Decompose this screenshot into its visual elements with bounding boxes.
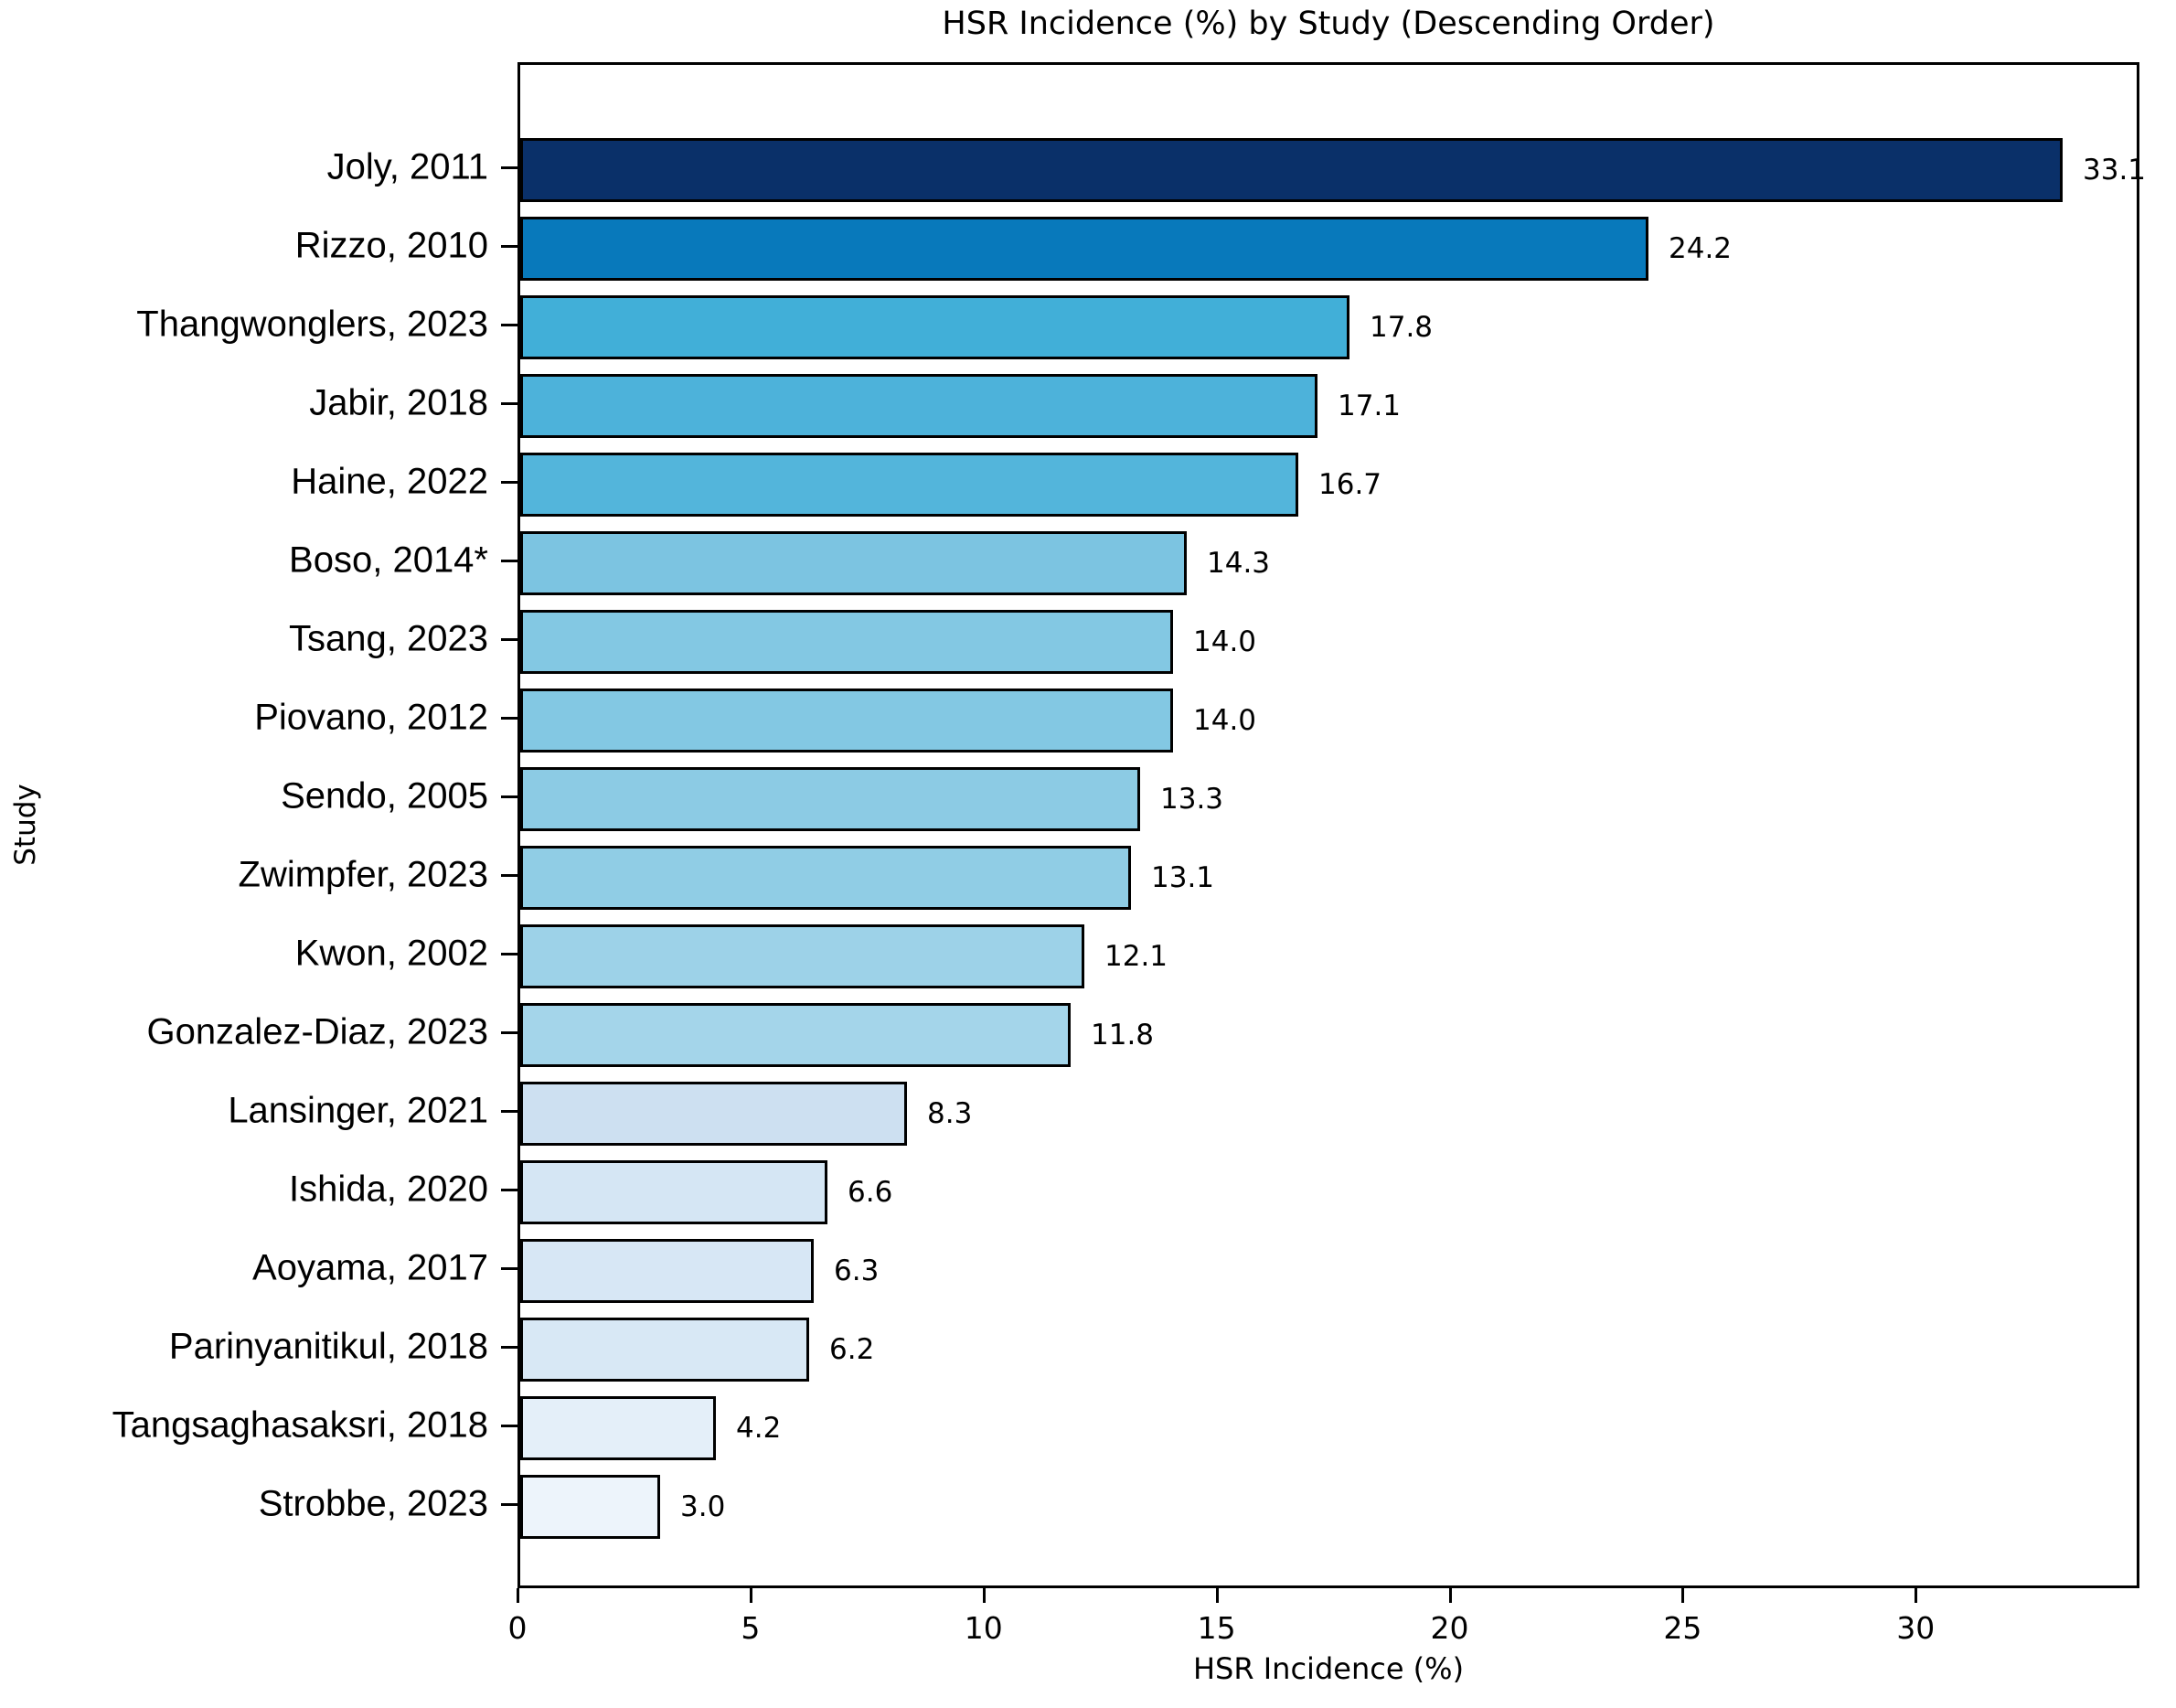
value-label-4: 16.7 [1318, 468, 1382, 501]
x-axis-label: HSR Incidence (%) [1192, 1651, 1465, 1686]
category-label-17: Strobbe, 2023 [258, 1483, 488, 1524]
bar-16 [520, 1396, 716, 1460]
y-tick-17 [501, 1503, 517, 1506]
y-tick-5 [501, 560, 517, 562]
category-label-14: Aoyama, 2017 [252, 1247, 488, 1288]
bar-2 [520, 295, 1349, 359]
y-tick-16 [501, 1425, 517, 1427]
y-tick-6 [501, 638, 517, 641]
x-tick-20 [1448, 1588, 1452, 1603]
bar-6 [520, 610, 1173, 674]
y-tick-4 [501, 481, 517, 484]
bar-13 [520, 1160, 827, 1224]
y-tick-11 [501, 1031, 517, 1034]
category-label-16: Tangsaghasaksri, 2018 [112, 1404, 488, 1446]
bar-14 [520, 1239, 814, 1303]
category-label-5: Boso, 2014* [289, 539, 488, 581]
x-tick-label-15: 15 [1197, 1610, 1236, 1646]
value-label-10: 12.1 [1104, 940, 1168, 973]
value-label-1: 24.2 [1669, 232, 1733, 265]
value-label-3: 17.1 [1338, 390, 1402, 422]
category-label-6: Tsang, 2023 [289, 618, 488, 659]
bar-5 [520, 531, 1187, 595]
y-tick-15 [501, 1346, 517, 1349]
x-tick-5 [749, 1588, 752, 1603]
bar-8 [520, 767, 1140, 831]
value-label-0: 33.1 [2083, 154, 2147, 187]
value-label-8: 13.3 [1160, 783, 1224, 816]
category-label-11: Gonzalez-Diaz, 2023 [146, 1011, 488, 1052]
plot-area: 33.1 24.2 17.8 17.1 16.7 14.3 14.0 14.0 13.3 13.1… [517, 62, 2146, 1588]
bar-12 [520, 1082, 907, 1146]
category-label-1: Rizzo, 2010 [294, 225, 488, 266]
value-label-14: 6.3 [834, 1254, 880, 1287]
category-label-3: Jabir, 2018 [309, 382, 488, 423]
x-tick-label-20: 20 [1430, 1610, 1469, 1646]
value-label-2: 17.8 [1370, 311, 1434, 344]
bar-1 [520, 217, 1648, 281]
value-label-15: 6.2 [829, 1333, 875, 1366]
x-tick-0 [517, 1588, 519, 1603]
value-label-6: 14.0 [1193, 625, 1257, 658]
value-label-11: 11.8 [1091, 1019, 1155, 1051]
bar-15 [520, 1318, 809, 1382]
x-tick-label-5: 5 [741, 1610, 761, 1646]
y-tick-3 [501, 402, 517, 405]
y-tick-8 [501, 795, 517, 798]
bar-10 [520, 924, 1084, 988]
x-tick-label-25: 25 [1663, 1610, 1702, 1646]
y-tick-13 [501, 1189, 517, 1191]
value-label-9: 13.1 [1151, 861, 1215, 894]
value-label-13: 6.6 [848, 1176, 893, 1209]
category-label-15: Parinyanitikul, 2018 [168, 1326, 488, 1367]
x-tick-label-30: 30 [1896, 1610, 1936, 1646]
bar-7 [520, 689, 1173, 753]
value-label-12: 8.3 [927, 1097, 973, 1130]
value-label-17: 3.0 [680, 1490, 726, 1523]
y-tick-2 [501, 324, 517, 326]
y-tick-7 [501, 717, 517, 720]
category-label-7: Piovano, 2012 [254, 697, 488, 738]
x-tick-15 [1215, 1588, 1219, 1603]
x-tick-25 [1681, 1588, 1685, 1603]
bar-4 [520, 453, 1298, 517]
value-label-16: 4.2 [736, 1412, 782, 1445]
category-label-12: Lansinger, 2021 [228, 1090, 488, 1131]
x-tick-30 [1915, 1588, 1918, 1603]
value-label-7: 14.0 [1193, 704, 1257, 737]
bar-9 [520, 846, 1131, 910]
bar-17 [520, 1475, 660, 1539]
y-tick-14 [501, 1267, 517, 1270]
bar-11 [520, 1003, 1071, 1067]
y-tick-10 [501, 953, 517, 955]
category-label-10: Kwon, 2002 [294, 933, 488, 974]
category-label-0: Joly, 2011 [326, 146, 488, 187]
category-label-2: Thangwonglers, 2023 [136, 304, 488, 345]
category-label-9: Zwimpfer, 2023 [238, 854, 488, 895]
y-tick-0 [501, 166, 517, 169]
x-tick-label-0: 0 [507, 1610, 528, 1646]
category-label-13: Ishida, 2020 [289, 1169, 488, 1210]
y-tick-12 [501, 1110, 517, 1113]
chart-title: HSR Incidence (%) by Study (Descending O… [942, 5, 1715, 42]
bar-3 [520, 374, 1317, 438]
y-tick-9 [501, 874, 517, 877]
category-label-4: Haine, 2022 [291, 461, 488, 502]
value-label-5: 14.3 [1207, 547, 1271, 580]
bar-0 [520, 138, 2063, 202]
x-tick-label-10: 10 [964, 1610, 1003, 1646]
category-label-8: Sendo, 2005 [281, 775, 488, 817]
x-tick-10 [982, 1588, 986, 1603]
y-tick-1 [501, 245, 517, 248]
